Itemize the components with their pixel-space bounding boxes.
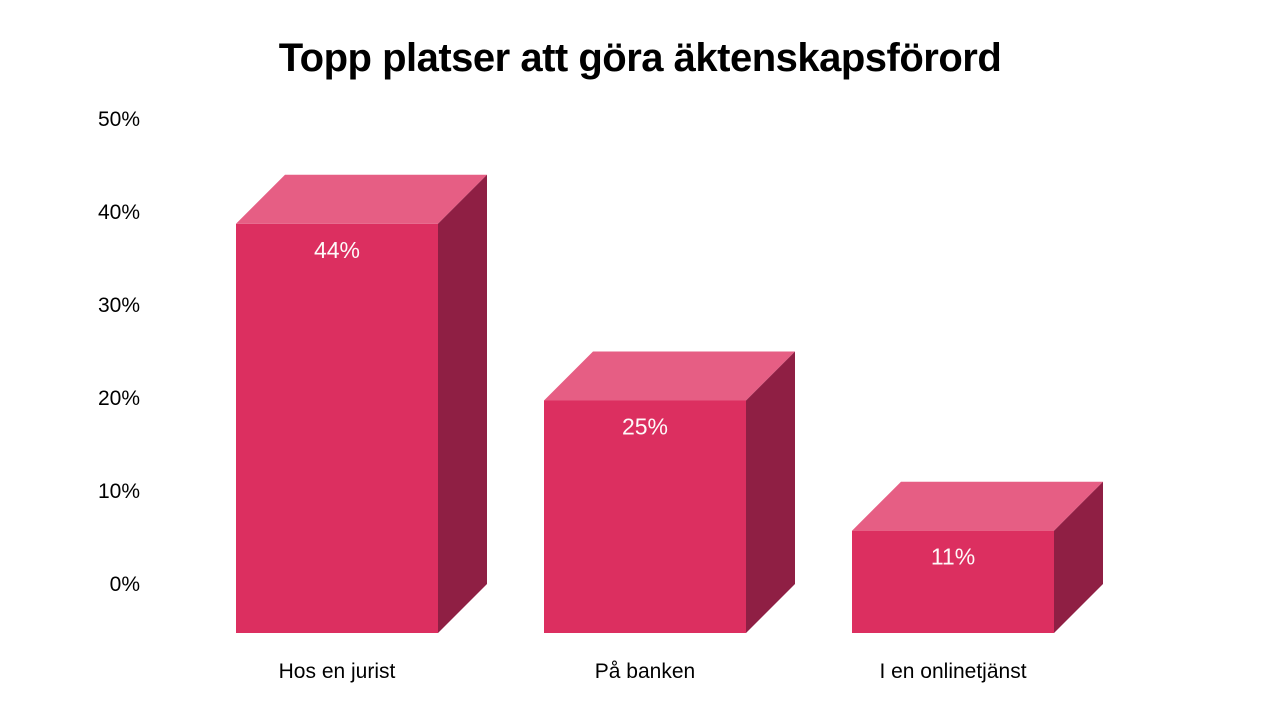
bar-front-face	[236, 223, 438, 634]
bar-front-face	[852, 530, 1054, 633]
y-axis-tick-label: 40%	[98, 201, 140, 224]
y-axis-tick-label: 20%	[98, 387, 140, 410]
bar-front-face	[544, 400, 746, 633]
x-axis-category-label: På banken	[595, 660, 695, 683]
y-axis-tick-label: 0%	[110, 573, 140, 596]
bar-side-face	[438, 174, 487, 634]
chart-title: Topp platser att göra äktenskapsförord	[278, 36, 1002, 80]
bar-top-face	[852, 481, 1103, 531]
bar-top-face	[236, 174, 487, 224]
y-axis-tick-label: 10%	[98, 480, 140, 503]
y-axis-tick-label: 50%	[98, 108, 140, 131]
bar-value-label: 44%	[314, 237, 360, 263]
bar-side-face	[746, 351, 795, 633]
bar-side-face	[1054, 481, 1103, 633]
bar-value-label: 25%	[622, 414, 668, 440]
bar-top-face	[544, 351, 795, 401]
x-axis-category-label: I en onlinetjänst	[879, 660, 1026, 683]
bar-value-label: 11%	[931, 544, 975, 570]
y-axis-tick-label: 30%	[98, 294, 140, 317]
x-axis-category-label: Hos en jurist	[279, 660, 396, 683]
